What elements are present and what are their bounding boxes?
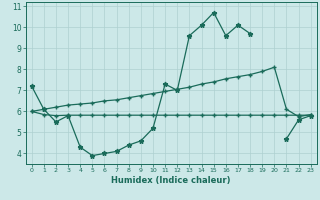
X-axis label: Humidex (Indice chaleur): Humidex (Indice chaleur) [111,176,231,185]
